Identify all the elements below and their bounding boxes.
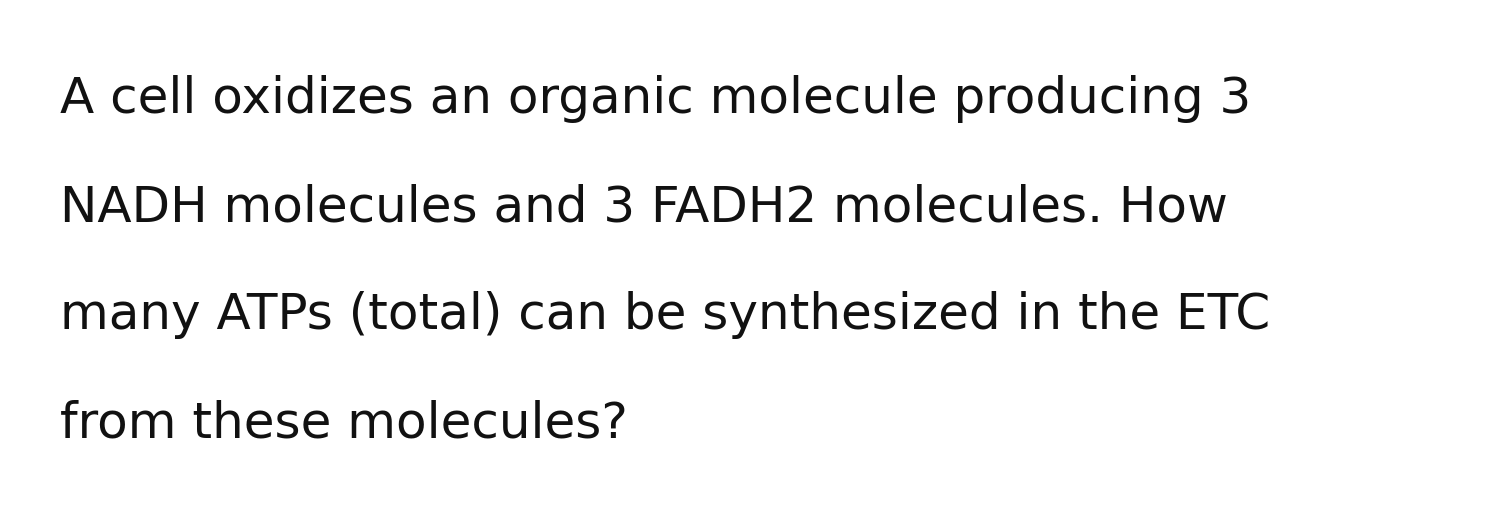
Text: NADH molecules and 3 FADH2 molecules. How: NADH molecules and 3 FADH2 molecules. Ho… (60, 183, 1228, 231)
Text: many ATPs (total) can be synthesized in the ETC: many ATPs (total) can be synthesized in … (60, 291, 1270, 339)
Text: A cell oxidizes an organic molecule producing 3: A cell oxidizes an organic molecule prod… (60, 75, 1251, 123)
Text: from these molecules?: from these molecules? (60, 399, 628, 447)
